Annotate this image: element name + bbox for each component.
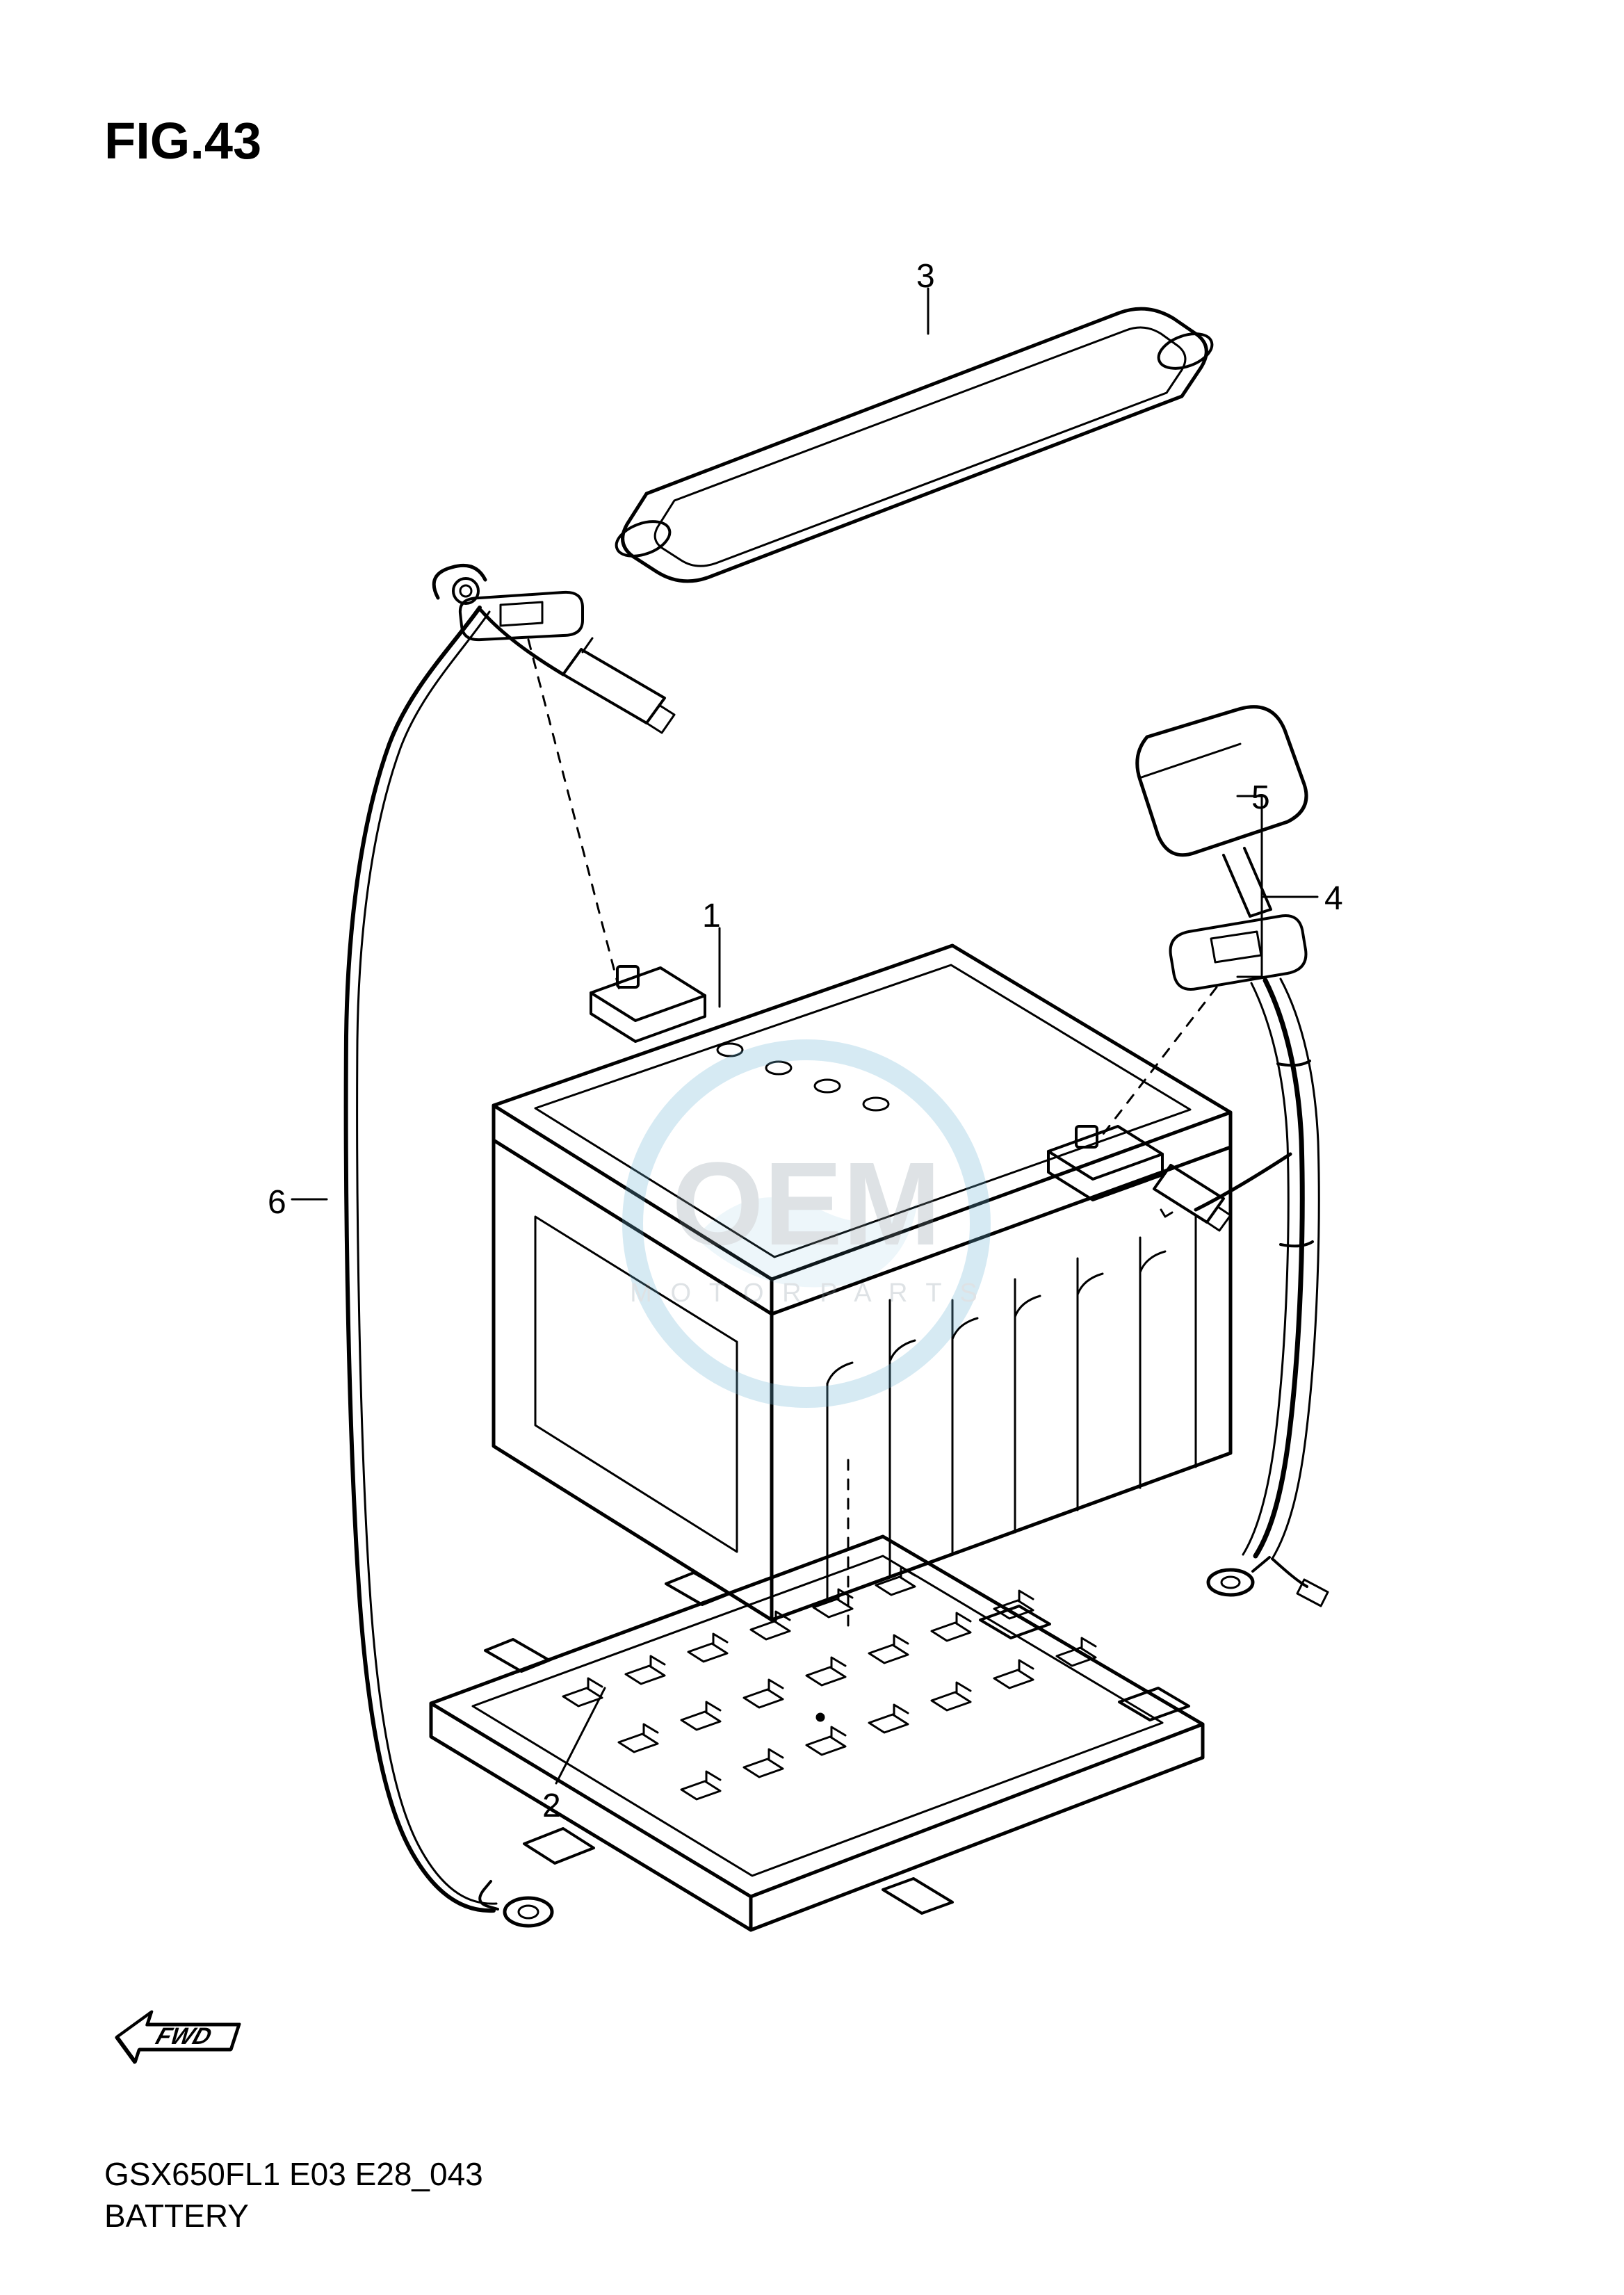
fwd-badge: FWD bbox=[100, 2002, 254, 2072]
callout-3: 3 bbox=[916, 257, 935, 295]
figure-title: FIG.43 bbox=[104, 111, 261, 170]
part-positive-wire bbox=[1137, 707, 1328, 1606]
callout-leaders bbox=[292, 289, 1317, 1783]
footer: GSX650FL1 E03 E28_043 BATTERY bbox=[104, 2155, 483, 2235]
part-band bbox=[612, 309, 1217, 581]
callout-4: 4 bbox=[1324, 879, 1343, 918]
footer-model-code: GSX650FL1 E03 E28_043 bbox=[104, 2155, 483, 2193]
callout-5: 5 bbox=[1251, 779, 1270, 817]
part-battery bbox=[494, 640, 1231, 1620]
part-battery-tray bbox=[431, 1460, 1203, 1930]
callout-2: 2 bbox=[542, 1787, 561, 1825]
part-negative-wire bbox=[346, 565, 674, 1926]
footer-part-name: BATTERY bbox=[104, 2197, 483, 2235]
callout-6: 6 bbox=[268, 1183, 286, 1222]
svg-text:FWD: FWD bbox=[153, 2023, 216, 2050]
callout-1: 1 bbox=[702, 897, 721, 935]
part-terminal-cap bbox=[1137, 707, 1306, 916]
exploded-diagram bbox=[202, 229, 1453, 1981]
